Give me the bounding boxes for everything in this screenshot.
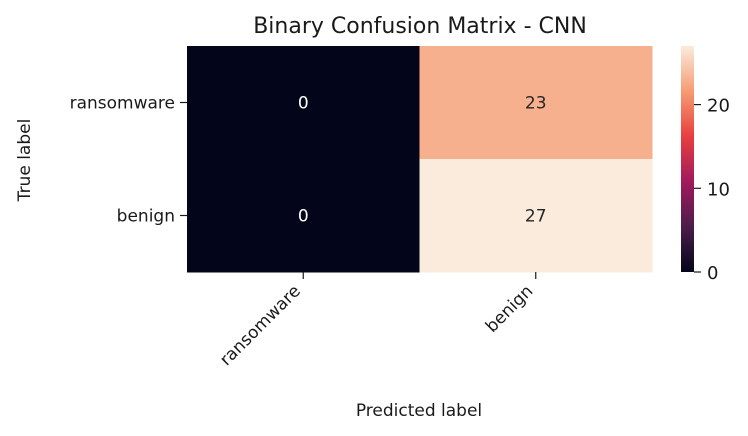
heatmap-cell [419, 159, 653, 273]
cell-value-label: 0 [298, 94, 309, 114]
y-axis-label: True label [15, 119, 35, 203]
x-axis-label: Predicted label [356, 401, 482, 421]
heatmap-cells: 0 23 0 27 [187, 46, 653, 273]
heatmap-cell [419, 46, 653, 160]
cell-value-label: 27 [525, 207, 547, 227]
y-tick-label: benign [117, 207, 175, 227]
heatmap-cell [187, 46, 420, 160]
colorbar-tick-label: 0 [707, 263, 718, 284]
cell-value-label: 0 [298, 207, 309, 227]
chart-title: Binary Confusion Matrix - CNN [253, 14, 587, 39]
x-tick-label: ransomware [216, 281, 305, 370]
colorbar [681, 46, 694, 272]
cell-value-label: 23 [525, 94, 547, 114]
heatmap-cell [187, 159, 420, 273]
colorbar-tick-label: 10 [707, 179, 730, 200]
y-tick-label: ransomware [70, 94, 175, 114]
colorbar-tick-label: 20 [707, 96, 730, 117]
x-tick-label: benign [482, 281, 537, 336]
colorbar-ticks: 0 10 20 [694, 96, 730, 284]
